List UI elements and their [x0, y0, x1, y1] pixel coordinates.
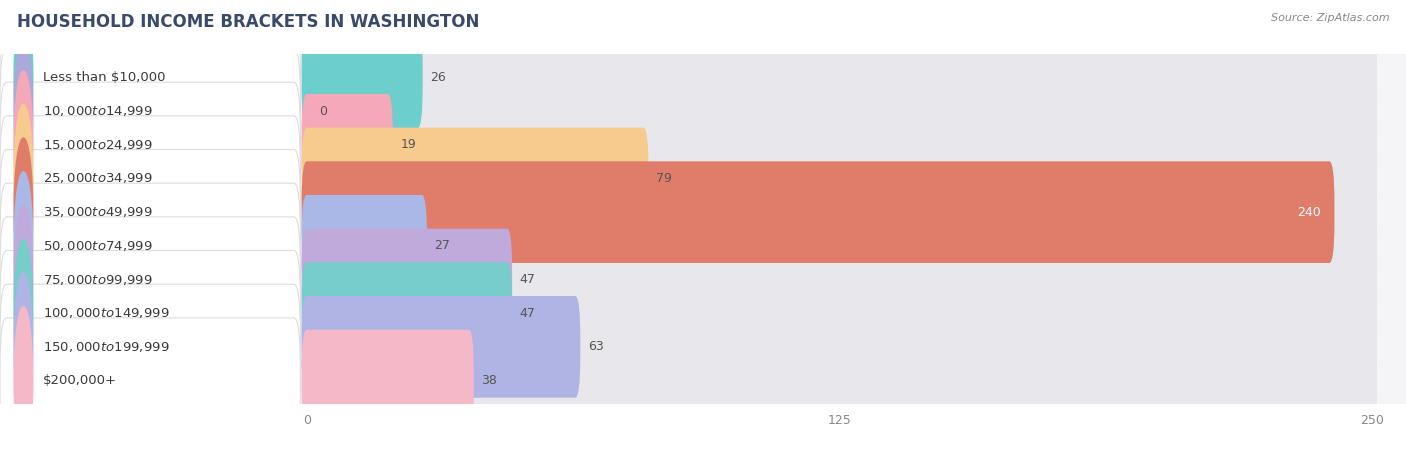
Text: 19: 19	[401, 138, 416, 151]
Text: $50,000 to $74,999: $50,000 to $74,999	[42, 239, 152, 253]
Text: 0: 0	[319, 105, 328, 118]
FancyBboxPatch shape	[0, 169, 1406, 255]
Text: Less than $10,000: Less than $10,000	[42, 71, 165, 84]
Circle shape	[14, 172, 32, 320]
FancyBboxPatch shape	[0, 35, 1406, 120]
Text: 38: 38	[481, 374, 498, 387]
Circle shape	[14, 306, 32, 449]
FancyBboxPatch shape	[0, 284, 301, 409]
Circle shape	[14, 239, 32, 387]
FancyBboxPatch shape	[302, 161, 1376, 263]
FancyBboxPatch shape	[0, 304, 1406, 390]
Text: $10,000 to $14,999: $10,000 to $14,999	[42, 104, 152, 118]
FancyBboxPatch shape	[302, 60, 1376, 162]
FancyBboxPatch shape	[0, 136, 1406, 221]
FancyBboxPatch shape	[302, 195, 1376, 297]
Circle shape	[14, 3, 32, 151]
Text: $200,000+: $200,000+	[42, 374, 117, 387]
Text: Source: ZipAtlas.com: Source: ZipAtlas.com	[1271, 13, 1389, 23]
FancyBboxPatch shape	[302, 128, 648, 229]
Text: $35,000 to $49,999: $35,000 to $49,999	[42, 205, 152, 219]
FancyBboxPatch shape	[0, 116, 301, 241]
FancyBboxPatch shape	[302, 330, 474, 431]
Text: 79: 79	[657, 172, 672, 185]
FancyBboxPatch shape	[302, 26, 1376, 128]
FancyBboxPatch shape	[302, 229, 1376, 330]
FancyBboxPatch shape	[0, 338, 1406, 423]
FancyBboxPatch shape	[302, 296, 1376, 398]
Text: $100,000 to $149,999: $100,000 to $149,999	[42, 306, 169, 320]
FancyBboxPatch shape	[0, 48, 301, 174]
FancyBboxPatch shape	[302, 229, 512, 330]
Text: 47: 47	[520, 307, 536, 320]
FancyBboxPatch shape	[0, 318, 301, 443]
FancyBboxPatch shape	[0, 15, 301, 140]
FancyBboxPatch shape	[302, 128, 1376, 229]
FancyBboxPatch shape	[0, 237, 1406, 322]
FancyBboxPatch shape	[0, 251, 301, 376]
Text: $15,000 to $24,999: $15,000 to $24,999	[42, 138, 152, 152]
FancyBboxPatch shape	[302, 262, 1376, 364]
FancyBboxPatch shape	[0, 102, 1406, 188]
Circle shape	[14, 205, 32, 354]
Text: HOUSEHOLD INCOME BRACKETS IN WASHINGTON: HOUSEHOLD INCOME BRACKETS IN WASHINGTON	[17, 13, 479, 31]
FancyBboxPatch shape	[0, 270, 1406, 356]
Circle shape	[14, 273, 32, 421]
Text: 47: 47	[520, 273, 536, 286]
Text: $150,000 to $199,999: $150,000 to $199,999	[42, 340, 169, 354]
Circle shape	[14, 70, 32, 219]
FancyBboxPatch shape	[302, 330, 1376, 431]
FancyBboxPatch shape	[0, 217, 301, 342]
FancyBboxPatch shape	[302, 195, 427, 297]
FancyBboxPatch shape	[302, 94, 1376, 196]
Text: $25,000 to $34,999: $25,000 to $34,999	[42, 172, 152, 185]
Text: 63: 63	[588, 340, 603, 353]
Text: $75,000 to $99,999: $75,000 to $99,999	[42, 273, 152, 286]
FancyBboxPatch shape	[302, 94, 392, 196]
FancyBboxPatch shape	[0, 150, 301, 275]
FancyBboxPatch shape	[302, 262, 512, 364]
FancyBboxPatch shape	[0, 203, 1406, 289]
Circle shape	[14, 138, 32, 286]
FancyBboxPatch shape	[302, 161, 1334, 263]
FancyBboxPatch shape	[0, 82, 301, 207]
FancyBboxPatch shape	[302, 26, 423, 128]
Circle shape	[14, 104, 32, 252]
FancyBboxPatch shape	[0, 183, 301, 308]
Text: 240: 240	[1298, 206, 1320, 219]
FancyBboxPatch shape	[302, 296, 581, 398]
Text: 26: 26	[430, 71, 446, 84]
FancyBboxPatch shape	[0, 68, 1406, 154]
Circle shape	[14, 37, 32, 185]
Text: 27: 27	[434, 239, 450, 252]
